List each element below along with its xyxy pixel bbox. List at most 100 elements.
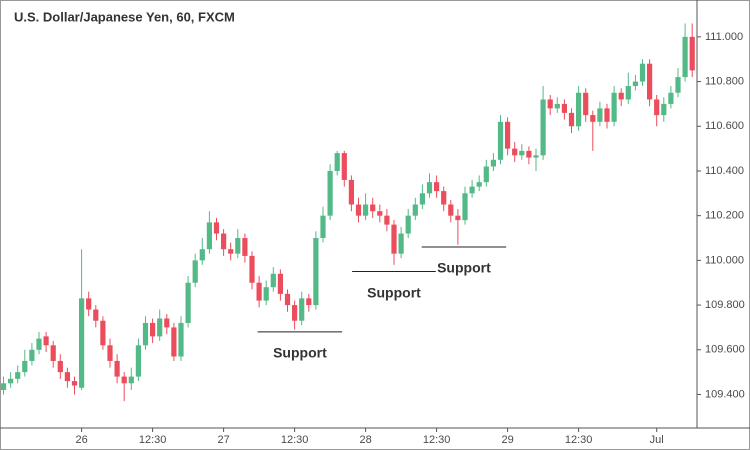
- support-label: Support: [367, 284, 421, 300]
- candle-body: [71, 381, 78, 386]
- candle-body: [150, 322, 156, 337]
- candle-body: [327, 170, 333, 216]
- candle-body: [100, 320, 106, 346]
- candle-body: [107, 345, 113, 361]
- candle-body: [476, 182, 482, 187]
- candle-body: [668, 92, 674, 104]
- candle-body: [192, 260, 198, 283]
- y-tick-label: 110.000: [705, 254, 744, 266]
- candle-body: [228, 249, 234, 254]
- candle-body: [462, 193, 468, 221]
- candle-body: [540, 99, 546, 156]
- y-tick-label: 110.200: [705, 210, 744, 222]
- candle-body: [114, 360, 120, 377]
- candle-body: [597, 108, 603, 122]
- x-tick-label: 12:30: [139, 434, 167, 446]
- candle-body: [199, 249, 205, 261]
- candle-body: [384, 215, 390, 225]
- candle-body: [398, 233, 404, 254]
- x-tick-label: 12:30: [565, 434, 593, 446]
- candle-body: [121, 376, 127, 384]
- candle-body: [647, 63, 653, 100]
- candle-body: [348, 179, 354, 205]
- y-tick-label: 110.600: [705, 120, 744, 132]
- candle-body: [370, 204, 376, 212]
- x-tick-label: 29: [501, 434, 513, 446]
- candle-body: [405, 215, 411, 234]
- candle-body: [256, 282, 262, 301]
- candle-body: [533, 155, 539, 158]
- y-tick-label: 109.400: [705, 388, 745, 400]
- candle-body: [426, 182, 433, 194]
- candle-body: [0, 383, 7, 391]
- candle-body: [654, 99, 660, 116]
- candle-body: [242, 238, 248, 256]
- candle-body: [185, 282, 191, 323]
- candle-body: [689, 36, 695, 71]
- candle-body: [434, 182, 440, 192]
- candle-body: [377, 211, 383, 216]
- candle-body: [412, 204, 418, 216]
- candle-body: [611, 92, 617, 122]
- candle-body: [8, 378, 14, 384]
- candle-body: [341, 153, 347, 180]
- candle-body: [576, 92, 582, 127]
- candle-body: [618, 92, 624, 100]
- candle-body: [554, 103, 560, 109]
- candle-body: [249, 255, 255, 283]
- candle-body: [157, 318, 163, 337]
- candle-body: [284, 293, 291, 306]
- candle-body: [221, 233, 227, 250]
- candle-body: [625, 86, 631, 100]
- candle-body: [178, 322, 184, 357]
- x-tick-label: 12:30: [423, 434, 451, 446]
- candle-body: [86, 298, 92, 310]
- candle-body: [547, 99, 553, 109]
- x-tick-label: 26: [75, 434, 87, 446]
- candle-body: [36, 338, 42, 350]
- candle-body: [263, 287, 269, 301]
- candle-body: [292, 305, 298, 321]
- candle-body: [64, 372, 70, 382]
- candle-body: [455, 215, 461, 221]
- chart-title: U.S. Dollar/Japanese Yen, 60, FXCM: [14, 9, 235, 24]
- candle-body: [270, 273, 276, 288]
- y-tick-label: 110.800: [705, 75, 744, 87]
- candle-body: [50, 345, 56, 361]
- candle-body: [448, 204, 454, 216]
- candle-body: [29, 349, 35, 361]
- candle-body: [135, 345, 141, 377]
- candle-body: [313, 238, 319, 306]
- x-tick-label: 27: [217, 434, 229, 446]
- candle-body: [213, 222, 220, 234]
- y-tick-label: 109.800: [705, 299, 745, 311]
- candle-body: [639, 63, 646, 82]
- candle-body: [164, 318, 170, 328]
- candle-body: [171, 327, 177, 357]
- candle-body: [22, 360, 28, 373]
- candle-body: [320, 215, 326, 239]
- candle-body: [682, 36, 688, 78]
- candle-body: [483, 166, 489, 183]
- candle-body: [512, 148, 518, 156]
- candle-body: [632, 81, 638, 87]
- candle-body: [519, 150, 525, 156]
- candle-body: [661, 103, 667, 116]
- candle-body: [355, 204, 362, 216]
- candle-body: [235, 238, 241, 254]
- candle-body: [206, 222, 212, 250]
- candle-body: [43, 336, 49, 346]
- candle-body: [497, 121, 504, 160]
- support-label: Support: [437, 260, 491, 276]
- support-label: Support: [273, 345, 327, 361]
- y-tick-label: 111.000: [705, 31, 743, 43]
- candle-body: [675, 77, 681, 93]
- x-tick-label: 12:30: [281, 434, 309, 446]
- candle-body: [583, 92, 589, 116]
- candle-body: [306, 298, 312, 306]
- y-tick-label: 110.400: [705, 165, 744, 177]
- x-tick-label: 28: [359, 434, 371, 446]
- candle-body: [299, 298, 305, 321]
